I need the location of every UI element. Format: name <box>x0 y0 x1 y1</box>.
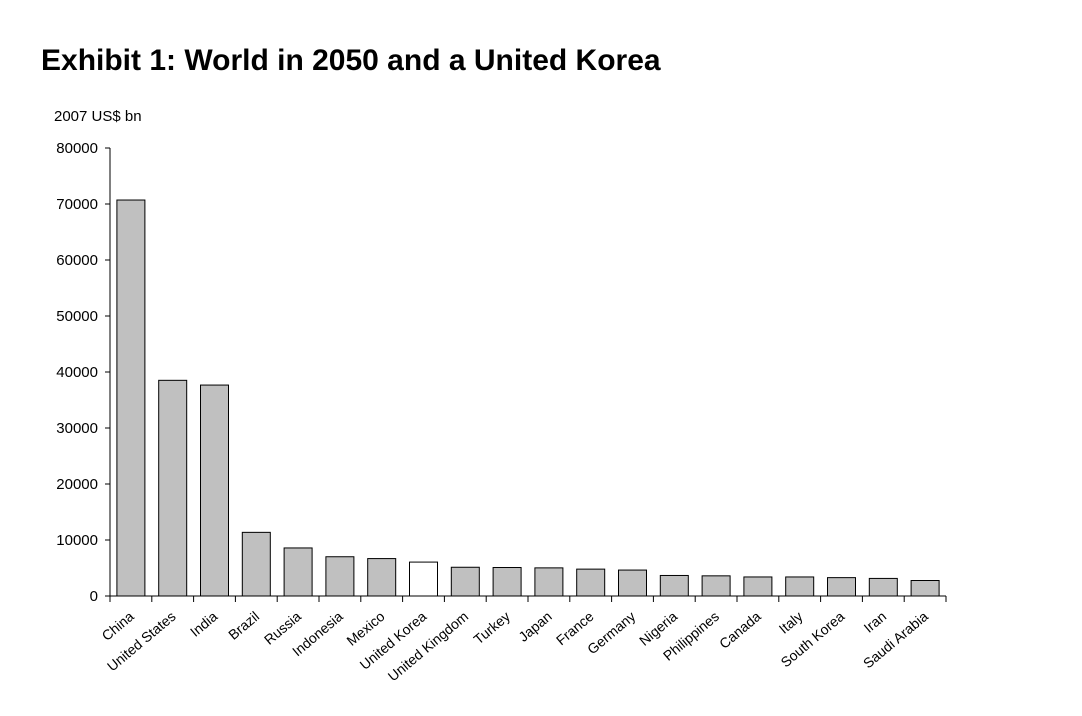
bar-germany <box>618 569 647 597</box>
x-tick-label: Iran <box>860 608 889 636</box>
bar-japan <box>534 567 564 597</box>
x-tick-label: Italy <box>776 608 806 637</box>
bar-india <box>200 384 229 597</box>
bar-canada <box>743 576 773 597</box>
bar-united-states <box>158 379 188 597</box>
y-tick-label: 80000 <box>56 140 98 157</box>
y-tick-label: 20000 <box>56 476 98 493</box>
x-tick-label: Brazil <box>225 608 262 643</box>
bar-saudi-arabia <box>910 580 940 597</box>
bar-france <box>576 568 606 597</box>
bar-italy <box>785 576 815 597</box>
bar-indonesia <box>325 556 355 597</box>
x-tick-label: India <box>187 608 221 640</box>
chart-title: Exhibit 1: World in 2050 and a United Ko… <box>41 44 661 77</box>
y-tick-label: 70000 <box>56 196 98 213</box>
bar-china <box>116 199 146 597</box>
y-tick-label: 40000 <box>56 364 98 381</box>
y-tick-label: 30000 <box>56 420 98 437</box>
y-tick-label: 0 <box>90 588 98 605</box>
y-tick-label: 50000 <box>56 308 98 325</box>
bar-iran <box>868 577 898 597</box>
bar-united-kingdom <box>450 566 480 597</box>
bar-russia <box>283 547 313 597</box>
bar-brazil <box>241 531 271 597</box>
x-tick-label: Canada <box>716 608 764 652</box>
x-tick-label: Turkey <box>470 608 513 647</box>
x-tick-label: Japan <box>515 608 555 645</box>
y-axis-label: 2007 US$ bn <box>54 108 142 125</box>
bar-turkey <box>492 567 522 597</box>
bar-mexico <box>367 558 397 597</box>
bars-group <box>116 199 940 597</box>
bar-united-korea <box>409 561 438 597</box>
y-tick-label: 10000 <box>56 532 98 549</box>
y-axis-ticks: 0 10000 20000 30000 40000 50000 60000 70000 8000… <box>56 140 110 605</box>
bar-south-korea <box>827 577 856 597</box>
bar-nigeria <box>659 574 689 597</box>
y-tick-label: 60000 <box>56 252 98 269</box>
x-axis-ticks <box>109 596 947 602</box>
bar-philippines <box>701 575 731 597</box>
